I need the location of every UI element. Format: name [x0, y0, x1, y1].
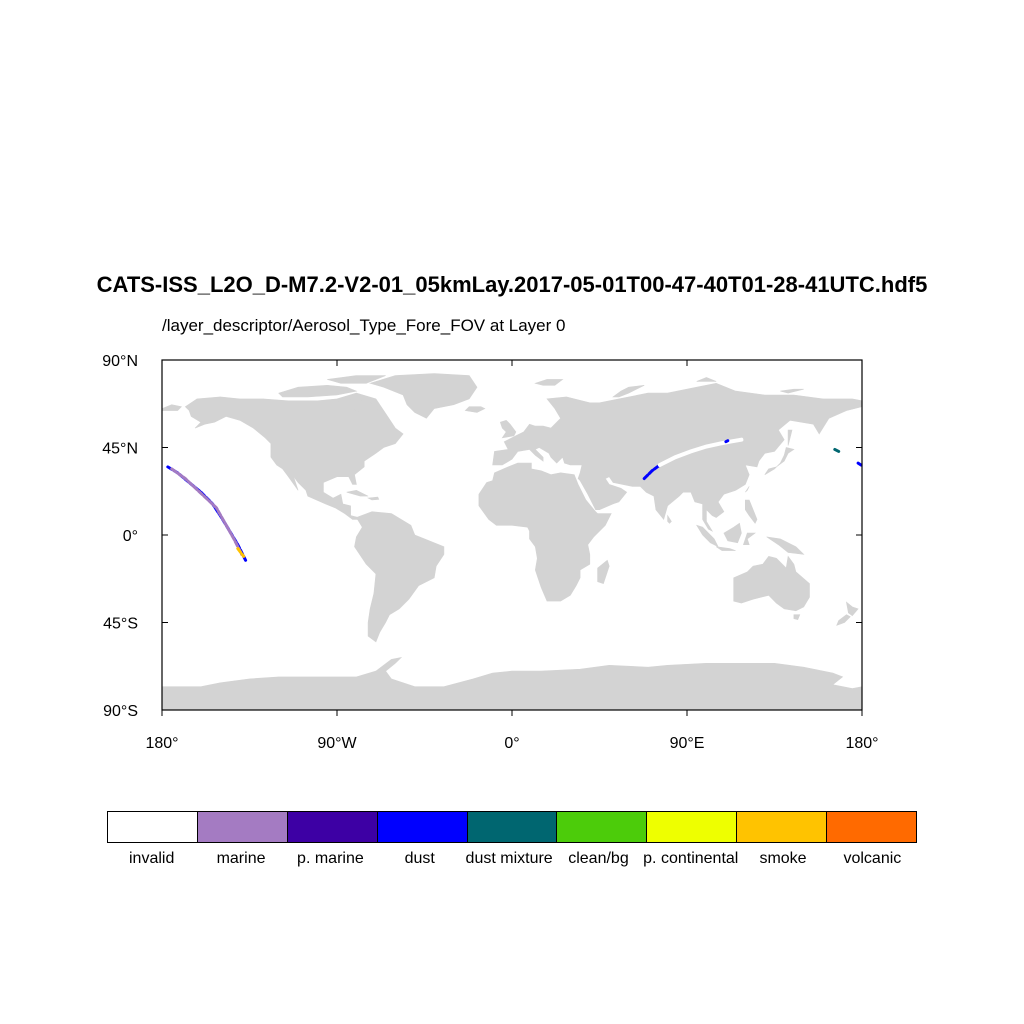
axis-ticks: 90°N 45°N 0° 45°S 90°S 180° 90°W 0° 90°E 180° [102, 353, 878, 752]
legend-label: smoke [759, 850, 807, 867]
track-segment-dust [856, 461, 863, 467]
landmass-23 [845, 601, 859, 617]
chart-title: CATS-ISS_L2O_D-M7.2-V2-01_05kmLay.2017-0… [96, 272, 928, 297]
legend-label: marine [216, 850, 266, 867]
landmass-26 [346, 489, 369, 497]
legend-swatch-clean-bg [557, 812, 648, 842]
lat-tick-label: 45°S [103, 616, 138, 633]
landmass-4 [336, 398, 381, 415]
landmass-9 [499, 419, 517, 439]
landmass-2 [278, 384, 358, 398]
lat-tick-label: 0° [123, 528, 138, 545]
landmass-28 [534, 379, 564, 386]
lat-tick-label: 90°N [102, 353, 138, 370]
landmass-29 [696, 377, 717, 382]
track-segment-dust [642, 463, 662, 481]
landmass-25 [667, 514, 672, 524]
legend-swatch-volcanic [827, 812, 917, 842]
legend-swatch-invalid [108, 812, 198, 842]
track-segment-dust [724, 439, 730, 444]
landmass-7 [478, 462, 612, 602]
landmass-18 [716, 546, 736, 551]
legend-label: p. continental [643, 850, 739, 867]
landmass-21 [733, 555, 810, 612]
legend-label: dust [404, 850, 435, 867]
landmass-27 [367, 496, 380, 501]
legend-labels: invalid marine p. marine dust dust mixture cl… [107, 850, 917, 868]
lon-tick-label: 180° [845, 735, 878, 752]
track-segment-marine [170, 467, 244, 556]
track-segment-invalid [657, 437, 744, 467]
legend-label: p. marine [297, 850, 364, 867]
lat-tick-label: 45°N [102, 441, 138, 458]
landmass-3 [327, 375, 386, 384]
legend-swatch-p-continental [647, 812, 738, 842]
landmass-24 [836, 614, 851, 626]
landmass-12 [764, 447, 795, 475]
landmass-8 [597, 559, 610, 584]
legend-label: dust mixture [465, 850, 553, 867]
color-legend [107, 811, 917, 843]
legend-label: clean/bg [568, 850, 629, 867]
lon-tick-label: 180° [145, 735, 178, 752]
landmass-11 [612, 385, 645, 398]
track-segment-dust-mixture [833, 447, 841, 453]
landmass-22 [793, 614, 801, 620]
landmass-16 [723, 522, 742, 544]
landmass-1 [369, 373, 478, 419]
legend-swatch-dust [377, 812, 468, 842]
orbit-tracks [166, 437, 863, 562]
legend-swatch-smoke [737, 812, 828, 842]
legend-label: volcanic [843, 850, 902, 867]
landmass-5 [354, 511, 445, 643]
legend-swatch-dust-mixture [467, 812, 558, 842]
lat-tick-label: 90°S [103, 703, 138, 720]
lon-tick-label: 90°E [670, 735, 705, 752]
landmass-32 [161, 657, 863, 711]
landmass-13 [787, 429, 793, 446]
landmass-0 [184, 392, 404, 520]
landmass-14 [745, 486, 750, 493]
lon-tick-label: 0° [504, 735, 519, 752]
landmass-30 [780, 388, 804, 394]
landmass-10 [464, 406, 486, 413]
landmass-19 [742, 532, 757, 546]
legend-swatch-marine [197, 812, 288, 842]
legend-label: invalid [129, 850, 175, 867]
chart-subtitle: /layer_descriptor/Aerosol_Type_Fore_FOV … [162, 316, 566, 335]
landmass-20 [766, 536, 805, 555]
lon-tick-label: 90°W [317, 735, 357, 752]
legend-swatch-p-marine [287, 812, 378, 842]
landmass-15 [744, 499, 758, 524]
track-segment-smoke [236, 547, 246, 558]
